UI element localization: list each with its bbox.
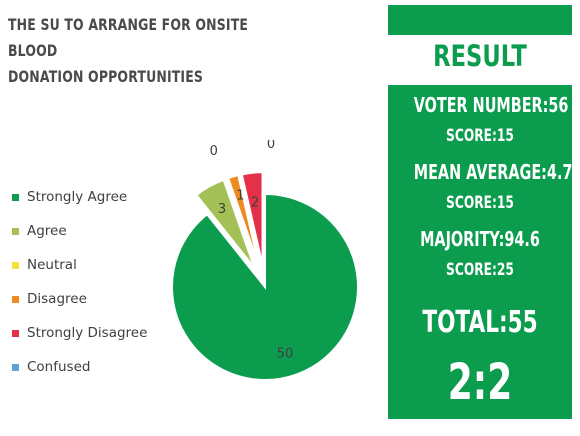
legend-item: Strongly Agree [12,180,147,214]
legend-swatch [12,193,19,201]
legend-swatch [12,227,19,235]
score-3: SCORE:25 [446,260,514,280]
legend-item: Disagree [12,282,147,316]
legend-label: Disagree [27,291,87,307]
legend-item: Confused [12,350,147,384]
pie-slice [171,192,359,381]
legend-swatch [12,329,19,337]
legend-swatch [12,363,19,371]
chart-title: THE SU TO ARRANGE FOR ONSITE BLOOD DONAT… [8,12,265,90]
pie-data-label: 1 [236,189,244,204]
legend-label: Neutral [27,257,77,273]
chart-title-line-2: DONATION OPPORTUNITIES [8,67,204,86]
legend-label: Strongly Disagree [27,325,148,341]
legend-item: Agree [12,214,147,248]
result-title-band [388,35,572,85]
legend-label: Agree [27,223,67,239]
result-title: RESULT [433,39,527,73]
chart-title-line-1: THE SU TO ARRANGE FOR ONSITE BLOOD [8,15,249,60]
pie-data-label: 3 [218,202,226,217]
pie-data-label: 0 [210,144,218,159]
majority: MAJORITY:94.6 [420,227,540,251]
pie-data-label: 50 [277,346,294,361]
voter-number: VOTER NUMBER:56 [413,93,569,117]
ratio: 2:2 [447,353,513,411]
score-2: SCORE:15 [446,193,514,213]
score-1: SCORE:15 [446,126,514,146]
legend-item: Neutral [12,248,147,282]
pie-slice [226,173,260,267]
legend-label: Confused [27,359,91,375]
pie-data-label: 2 [251,196,259,211]
total: TOTAL:55 [422,305,538,340]
chart-legend: Strongly Agree Agree Neutral Disagree Strong… [12,180,147,384]
legend-swatch [12,261,19,269]
legend-swatch [12,295,19,303]
legend-label: Strongly Agree [27,189,128,205]
pie-data-label: 0 [267,140,275,152]
pie-chart: 50 3 0 1 2 0 [171,140,359,381]
pie-slice [194,178,256,269]
pie-slice [240,171,264,266]
legend-item: Strongly Disagree [12,316,147,350]
mean-average: MEAN AVERAGE:4.75 [413,160,580,184]
result-panel: RESULT VOTER NUMBER:56 SCORE:15 MEAN AVE… [388,5,580,419]
